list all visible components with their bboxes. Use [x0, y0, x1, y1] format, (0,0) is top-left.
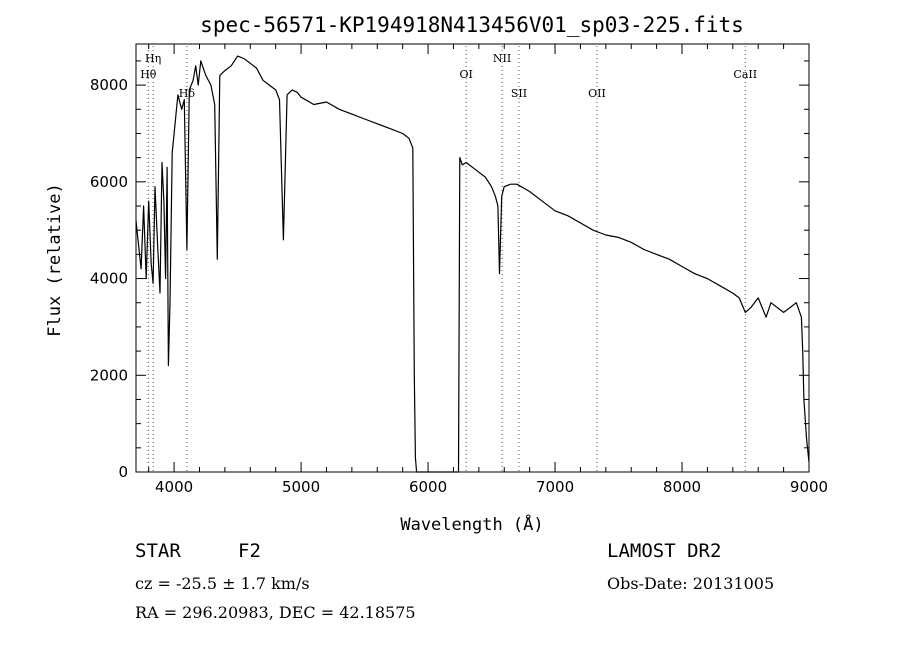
x-tick-label: 7000 — [536, 478, 574, 496]
redshift-text: cz = -25.5 ± 1.7 km/s — [135, 574, 310, 593]
plot-area: Hη Hθ Hδ OI NII SII OII CaII 4000 5000 6000 7000 800… — [90, 43, 828, 496]
x-tick-label: 6000 — [409, 478, 447, 496]
object-class: STAR — [135, 540, 181, 562]
line-marker-label: NII — [493, 52, 511, 65]
y-tick-label: 0 — [118, 463, 128, 481]
x-axis-label: Wavelength (Å) — [400, 513, 543, 535]
plot-frame — [135, 43, 810, 473]
chart-title: spec-56571-KP194918N413456V01_sp03-225.f… — [200, 13, 744, 37]
y-axis-label: Flux (relative) — [45, 183, 65, 337]
y-tick-label: 8000 — [90, 76, 128, 94]
y-tick-label: 6000 — [90, 173, 128, 191]
line-marker-label: CaII — [733, 68, 757, 81]
survey-name: LAMOST DR2 — [607, 540, 722, 562]
line-marker-label: OI — [459, 68, 472, 81]
line-marker-label: Hθ — [140, 68, 157, 81]
x-tick-label: 9000 — [790, 478, 828, 496]
x-tick-label: 4000 — [155, 478, 193, 496]
obs-date: Obs-Date: 20131005 — [607, 574, 775, 593]
y-tick-label: 4000 — [90, 270, 128, 288]
x-tick-label: 5000 — [282, 478, 320, 496]
coordinates: RA = 296.20983, DEC = 42.18575 — [135, 603, 416, 622]
line-marker-label: OII — [588, 87, 606, 100]
y-tick-label: 2000 — [90, 366, 128, 384]
spectral-subclass: F2 — [238, 540, 261, 562]
line-marker-label: SII — [511, 87, 527, 100]
line-marker-label: Hη — [145, 52, 161, 65]
x-tick-label: 8000 — [663, 478, 701, 496]
spectrum-line — [135, 55, 810, 473]
line-marker-label: Hδ — [179, 87, 196, 100]
